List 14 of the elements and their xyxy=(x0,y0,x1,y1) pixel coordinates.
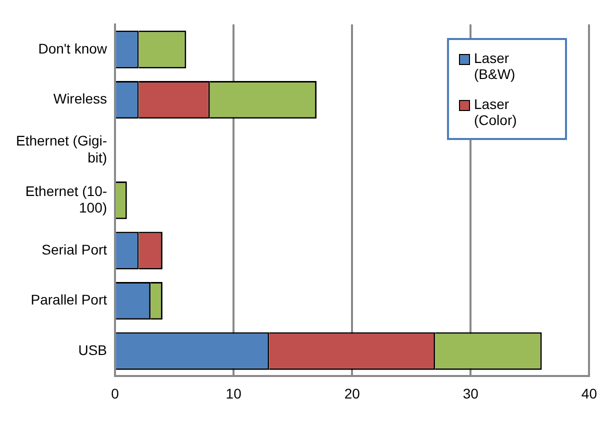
x-tick-label: 20 xyxy=(344,385,360,402)
legend-label: Laser (Color) xyxy=(474,96,518,128)
legend-label: Laser (B&W) xyxy=(474,50,516,82)
x-tick-label: 0 xyxy=(111,385,120,402)
x-tick-label: 30 xyxy=(462,385,479,402)
y-tick-label: Ethernet (Gigi-bit) xyxy=(16,132,108,166)
y-tick-label: USB xyxy=(78,342,108,358)
y-tick-label: Wireless xyxy=(53,90,108,107)
y-tick-label: Parallel Port xyxy=(30,292,108,308)
y-tick-label: Serial Port xyxy=(42,241,108,258)
x-tick-label: 10 xyxy=(226,385,242,402)
y-tick-label: Ethernet (10-100) xyxy=(25,182,108,216)
x-tick-label: 40 xyxy=(581,385,598,402)
y-tick-label: Don't know xyxy=(38,40,108,56)
